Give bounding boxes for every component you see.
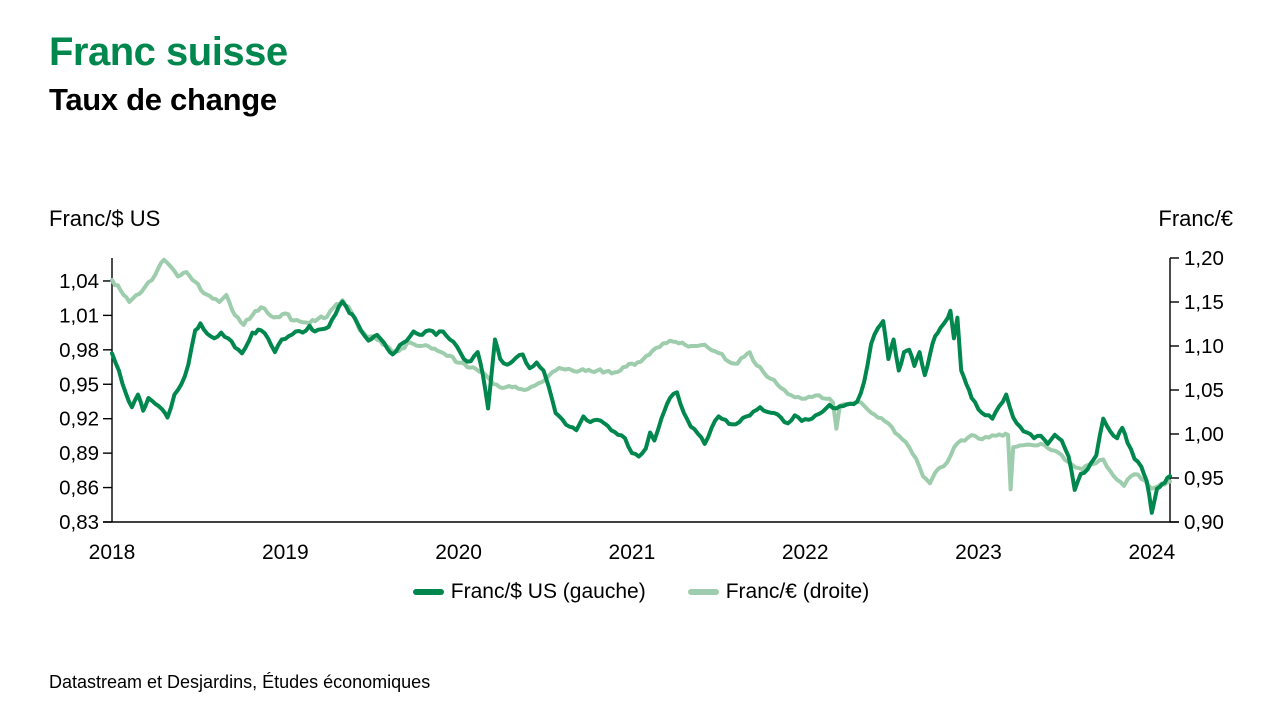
left-axis-tick-label: 0,98 (59, 339, 99, 362)
right-axis-tick-label: 0,90 (1184, 511, 1224, 534)
left-axis-title: Franc/$ US (49, 206, 161, 231)
x-axis-year-label: 2018 (89, 541, 136, 564)
series-usd-line (110, 299, 1172, 515)
x-axis-year-label: 2023 (955, 541, 1002, 564)
series-eur-line (110, 257, 1172, 492)
left-axis-tick-label: 0,83 (59, 511, 99, 534)
chart-legend: Franc/$ US (gauche) Franc/€ (droite) (112, 580, 1170, 604)
left-axis-tick-label: 0,89 (59, 442, 99, 465)
right-axis-title: Franc/€ (1158, 206, 1233, 231)
right-axis-tick-label: 1,20 (1184, 247, 1224, 270)
x-axis-year-label: 2024 (1128, 541, 1175, 564)
x-axis-year-label: 2019 (262, 541, 309, 564)
left-axis-tick-label: 0,92 (59, 408, 99, 431)
left-axis-tick-label: 0,86 (59, 477, 99, 500)
legend-item-eur: Franc/€ (droite) (687, 580, 870, 604)
left-axis-tick-label: 1,04 (59, 270, 99, 293)
right-axis-tick-label: 1,00 (1184, 423, 1224, 446)
right-axis-tick-label: 0,95 (1184, 467, 1224, 490)
page-subtitle: Taux de change (49, 82, 277, 117)
legend-label-usd: Franc/$ US (gauche) (450, 580, 646, 603)
x-axis-year-label: 2021 (609, 541, 656, 564)
x-axis-year-label: 2020 (435, 541, 482, 564)
legend-label-eur: Franc/€ (droite) (725, 580, 870, 603)
right-axis-tick-label: 1,05 (1184, 379, 1224, 402)
source-note: Datastream et Desjardins, Études économi… (49, 672, 431, 692)
right-axis-tick-label: 1,15 (1184, 291, 1224, 314)
eur-line-swatch (687, 589, 719, 595)
left-axis-tick-label: 0,95 (59, 373, 99, 396)
usd-line-swatch (412, 589, 444, 595)
legend-item-usd: Franc/$ US (gauche) (412, 580, 646, 604)
x-axis-year-label: 2022 (782, 541, 829, 564)
page-title: Franc suisse (49, 30, 288, 74)
right-axis-tick-label: 1,10 (1184, 335, 1224, 358)
left-axis-tick-label: 1,01 (59, 304, 99, 327)
